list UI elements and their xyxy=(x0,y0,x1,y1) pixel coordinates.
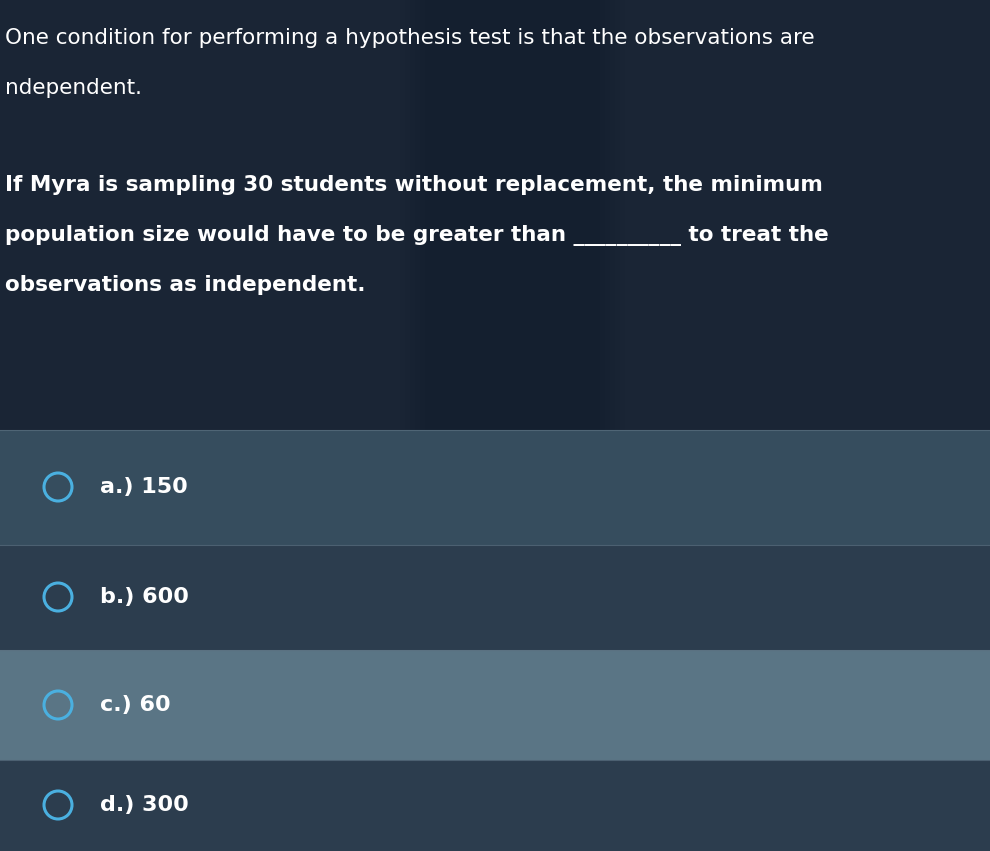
Bar xyxy=(505,0,535,430)
Bar xyxy=(425,0,455,430)
Bar xyxy=(550,0,580,430)
Bar xyxy=(525,0,555,430)
Bar xyxy=(475,0,505,430)
Bar xyxy=(460,0,490,430)
Bar xyxy=(445,0,475,430)
Bar xyxy=(480,0,510,430)
Bar xyxy=(520,0,550,430)
Bar xyxy=(470,0,500,430)
Bar xyxy=(435,0,465,430)
Bar xyxy=(575,0,605,430)
Text: ndependent.: ndependent. xyxy=(5,78,142,98)
Text: If Myra is sampling 30 students without replacement, the minimum: If Myra is sampling 30 students without … xyxy=(5,175,823,195)
Bar xyxy=(530,0,560,430)
Bar xyxy=(535,0,565,430)
Bar xyxy=(555,0,585,430)
Bar xyxy=(465,0,495,430)
Bar xyxy=(0,760,990,851)
Bar xyxy=(545,0,575,430)
Text: One condition for performing a hypothesis test is that the observations are: One condition for performing a hypothesi… xyxy=(5,28,815,48)
Bar xyxy=(420,0,450,430)
Bar xyxy=(540,0,570,430)
Bar xyxy=(410,0,440,430)
Bar xyxy=(580,0,610,430)
Bar xyxy=(405,0,435,430)
Bar xyxy=(415,0,445,430)
Bar xyxy=(585,0,615,430)
Bar xyxy=(485,0,515,430)
Bar xyxy=(455,0,485,430)
Text: b.) 600: b.) 600 xyxy=(100,587,189,607)
Bar xyxy=(510,0,540,430)
Bar xyxy=(440,0,470,430)
Text: population size would have to be greater than __________ to treat the: population size would have to be greater… xyxy=(5,225,829,246)
Bar xyxy=(400,0,430,430)
Bar xyxy=(0,430,990,545)
Bar xyxy=(590,0,620,430)
Bar xyxy=(450,0,480,430)
Bar xyxy=(570,0,600,430)
Bar xyxy=(560,0,590,430)
Bar xyxy=(495,0,525,430)
Bar xyxy=(595,0,625,430)
Bar xyxy=(0,0,990,430)
Text: a.) 150: a.) 150 xyxy=(100,477,188,497)
Bar xyxy=(515,0,545,430)
Text: observations as independent.: observations as independent. xyxy=(5,275,365,295)
Bar xyxy=(0,545,990,650)
Bar xyxy=(500,0,530,430)
Bar xyxy=(430,0,460,430)
Text: c.) 60: c.) 60 xyxy=(100,695,170,715)
Text: d.) 300: d.) 300 xyxy=(100,795,189,815)
Bar xyxy=(0,650,990,760)
Bar xyxy=(490,0,520,430)
Bar xyxy=(565,0,595,430)
